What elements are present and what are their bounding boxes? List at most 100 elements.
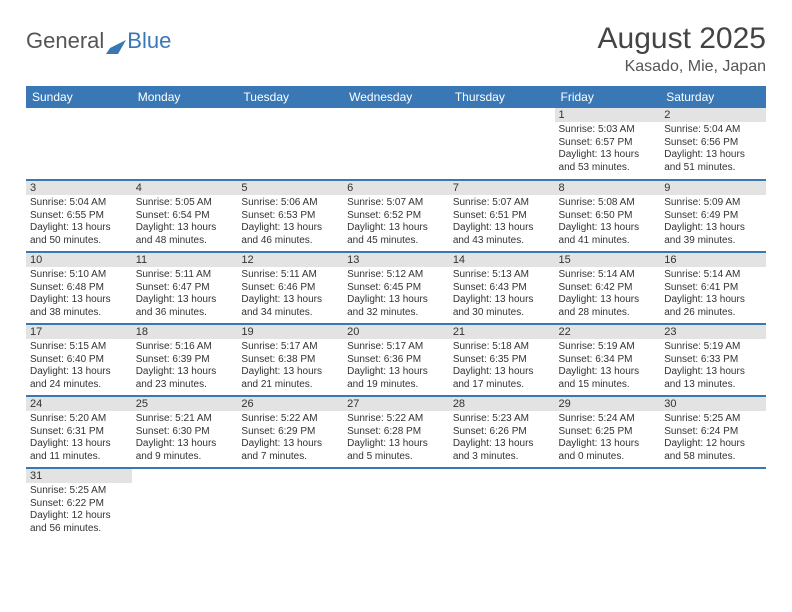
calendar-cell: 30Sunrise: 5:25 AMSunset: 6:24 PMDayligh… [660,396,766,468]
calendar-cell [449,108,555,180]
sunset-text: Sunset: 6:39 PM [136,354,234,367]
weekday-header: Friday [555,86,661,108]
calendar-cell: 10Sunrise: 5:10 AMSunset: 6:48 PMDayligh… [26,252,132,324]
day-details: Sunrise: 5:11 AMSunset: 6:46 PMDaylight:… [237,267,343,323]
daylight-text: Daylight: 13 hours and 41 minutes. [559,222,657,247]
day-details: Sunrise: 5:07 AMSunset: 6:52 PMDaylight:… [343,195,449,251]
day-number: 28 [449,397,555,411]
daylight-text: Daylight: 13 hours and 50 minutes. [30,222,128,247]
day-number: 12 [237,253,343,267]
sunset-text: Sunset: 6:55 PM [30,210,128,223]
calendar-row: 1Sunrise: 5:03 AMSunset: 6:57 PMDaylight… [26,108,766,180]
daylight-text: Daylight: 13 hours and 3 minutes. [453,438,551,463]
sunrise-text: Sunrise: 5:12 AM [347,269,445,282]
calendar-cell [132,468,238,540]
day-details: Sunrise: 5:22 AMSunset: 6:29 PMDaylight:… [237,411,343,467]
day-number: 7 [449,181,555,195]
calendar-cell: 8Sunrise: 5:08 AMSunset: 6:50 PMDaylight… [555,180,661,252]
sunrise-text: Sunrise: 5:22 AM [347,413,445,426]
calendar-cell: 17Sunrise: 5:15 AMSunset: 6:40 PMDayligh… [26,324,132,396]
daylight-text: Daylight: 13 hours and 26 minutes. [664,294,762,319]
sunrise-text: Sunrise: 5:14 AM [664,269,762,282]
sunset-text: Sunset: 6:34 PM [559,354,657,367]
calendar-table: Sunday Monday Tuesday Wednesday Thursday… [26,86,766,540]
logo-text-2: Blue [127,28,171,54]
calendar-cell: 26Sunrise: 5:22 AMSunset: 6:29 PMDayligh… [237,396,343,468]
day-number: 1 [555,108,661,122]
calendar-cell [343,468,449,540]
day-details: Sunrise: 5:08 AMSunset: 6:50 PMDaylight:… [555,195,661,251]
day-details: Sunrise: 5:17 AMSunset: 6:36 PMDaylight:… [343,339,449,395]
calendar-cell: 19Sunrise: 5:17 AMSunset: 6:38 PMDayligh… [237,324,343,396]
day-number: 9 [660,181,766,195]
sunset-text: Sunset: 6:24 PM [664,426,762,439]
daylight-text: Daylight: 13 hours and 28 minutes. [559,294,657,319]
header: General Blue August 2025 Kasado, Mie, Ja… [26,22,766,76]
daylight-text: Daylight: 13 hours and 39 minutes. [664,222,762,247]
daylight-text: Daylight: 13 hours and 0 minutes. [559,438,657,463]
day-number: 13 [343,253,449,267]
daylight-text: Daylight: 13 hours and 53 minutes. [559,149,657,174]
sunset-text: Sunset: 6:36 PM [347,354,445,367]
calendar-cell: 12Sunrise: 5:11 AMSunset: 6:46 PMDayligh… [237,252,343,324]
sunset-text: Sunset: 6:41 PM [664,282,762,295]
day-details: Sunrise: 5:22 AMSunset: 6:28 PMDaylight:… [343,411,449,467]
calendar-cell: 11Sunrise: 5:11 AMSunset: 6:47 PMDayligh… [132,252,238,324]
sunrise-text: Sunrise: 5:23 AM [453,413,551,426]
sunrise-text: Sunrise: 5:11 AM [136,269,234,282]
calendar-cell: 15Sunrise: 5:14 AMSunset: 6:42 PMDayligh… [555,252,661,324]
sunrise-text: Sunrise: 5:24 AM [559,413,657,426]
sunset-text: Sunset: 6:49 PM [664,210,762,223]
daylight-text: Daylight: 13 hours and 5 minutes. [347,438,445,463]
day-number: 27 [343,397,449,411]
day-details: Sunrise: 5:14 AMSunset: 6:41 PMDaylight:… [660,267,766,323]
day-number: 4 [132,181,238,195]
sunrise-text: Sunrise: 5:19 AM [664,341,762,354]
calendar-cell: 29Sunrise: 5:24 AMSunset: 6:25 PMDayligh… [555,396,661,468]
day-number: 11 [132,253,238,267]
day-number: 17 [26,325,132,339]
sunrise-text: Sunrise: 5:21 AM [136,413,234,426]
sunrise-text: Sunrise: 5:25 AM [30,485,128,498]
sunrise-text: Sunrise: 5:17 AM [347,341,445,354]
sunrise-text: Sunrise: 5:04 AM [30,197,128,210]
title-block: August 2025 Kasado, Mie, Japan [598,22,766,76]
calendar-cell [343,108,449,180]
daylight-text: Daylight: 13 hours and 51 minutes. [664,149,762,174]
day-details: Sunrise: 5:05 AMSunset: 6:54 PMDaylight:… [132,195,238,251]
calendar-cell: 2Sunrise: 5:04 AMSunset: 6:56 PMDaylight… [660,108,766,180]
daylight-text: Daylight: 13 hours and 21 minutes. [241,366,339,391]
day-number: 29 [555,397,661,411]
sunset-text: Sunset: 6:40 PM [30,354,128,367]
sunrise-text: Sunrise: 5:16 AM [136,341,234,354]
day-number: 3 [26,181,132,195]
sunset-text: Sunset: 6:43 PM [453,282,551,295]
sunrise-text: Sunrise: 5:10 AM [30,269,128,282]
daylight-text: Daylight: 12 hours and 56 minutes. [30,510,128,535]
day-details: Sunrise: 5:19 AMSunset: 6:34 PMDaylight:… [555,339,661,395]
calendar-cell: 5Sunrise: 5:06 AMSunset: 6:53 PMDaylight… [237,180,343,252]
day-number: 23 [660,325,766,339]
sunset-text: Sunset: 6:22 PM [30,498,128,511]
day-details: Sunrise: 5:14 AMSunset: 6:42 PMDaylight:… [555,267,661,323]
sunset-text: Sunset: 6:31 PM [30,426,128,439]
sunrise-text: Sunrise: 5:19 AM [559,341,657,354]
sunrise-text: Sunrise: 5:20 AM [30,413,128,426]
daylight-text: Daylight: 13 hours and 13 minutes. [664,366,762,391]
calendar-row: 10Sunrise: 5:10 AMSunset: 6:48 PMDayligh… [26,252,766,324]
sunset-text: Sunset: 6:57 PM [559,137,657,150]
weekday-header: Wednesday [343,86,449,108]
title-location: Kasado, Mie, Japan [598,58,766,76]
flag-icon [106,34,126,48]
sunset-text: Sunset: 6:50 PM [559,210,657,223]
day-details: Sunrise: 5:21 AMSunset: 6:30 PMDaylight:… [132,411,238,467]
calendar-cell: 18Sunrise: 5:16 AMSunset: 6:39 PMDayligh… [132,324,238,396]
daylight-text: Daylight: 13 hours and 30 minutes. [453,294,551,319]
calendar-cell: 21Sunrise: 5:18 AMSunset: 6:35 PMDayligh… [449,324,555,396]
calendar-cell: 22Sunrise: 5:19 AMSunset: 6:34 PMDayligh… [555,324,661,396]
day-details: Sunrise: 5:20 AMSunset: 6:31 PMDaylight:… [26,411,132,467]
day-details: Sunrise: 5:19 AMSunset: 6:33 PMDaylight:… [660,339,766,395]
sunset-text: Sunset: 6:28 PM [347,426,445,439]
day-details: Sunrise: 5:06 AMSunset: 6:53 PMDaylight:… [237,195,343,251]
calendar-cell: 6Sunrise: 5:07 AMSunset: 6:52 PMDaylight… [343,180,449,252]
